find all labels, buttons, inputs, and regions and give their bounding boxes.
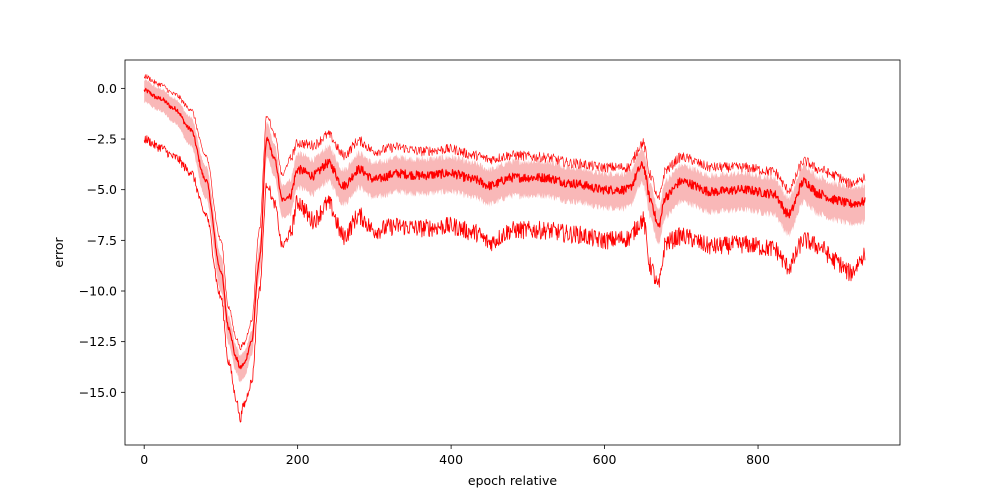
y-tick-label: −2.5 xyxy=(87,132,117,147)
x-axis: 0 200 400 600 800 xyxy=(140,445,770,467)
series-line-mean xyxy=(143,87,866,370)
confidence-band xyxy=(144,78,865,383)
series-line-min xyxy=(143,135,866,423)
y-tick-label: −15.0 xyxy=(79,385,117,400)
plot-frame xyxy=(124,59,901,446)
y-tick-label: 0.0 xyxy=(97,81,117,96)
series-layer xyxy=(143,74,866,423)
y-axis: 0.0 −2.5 −5.0 −7.5 −10.0 −12.5 −15.0 xyxy=(79,81,125,400)
y-tick-label: −12.5 xyxy=(79,334,117,349)
band-layer xyxy=(144,78,865,383)
y-axis-label: error xyxy=(51,237,66,268)
x-tick-label: 800 xyxy=(746,452,770,467)
x-tick-label: 0 xyxy=(140,452,148,467)
y-tick-label: −5.0 xyxy=(87,182,117,197)
x-tick-label: 200 xyxy=(286,452,310,467)
x-axis-label: epoch relative xyxy=(468,473,558,488)
x-tick-label: 600 xyxy=(593,452,617,467)
series-line-max xyxy=(143,74,866,351)
y-tick-label: −7.5 xyxy=(87,233,117,248)
y-tick-label: −10.0 xyxy=(79,284,117,299)
x-tick-label: 400 xyxy=(439,452,463,467)
